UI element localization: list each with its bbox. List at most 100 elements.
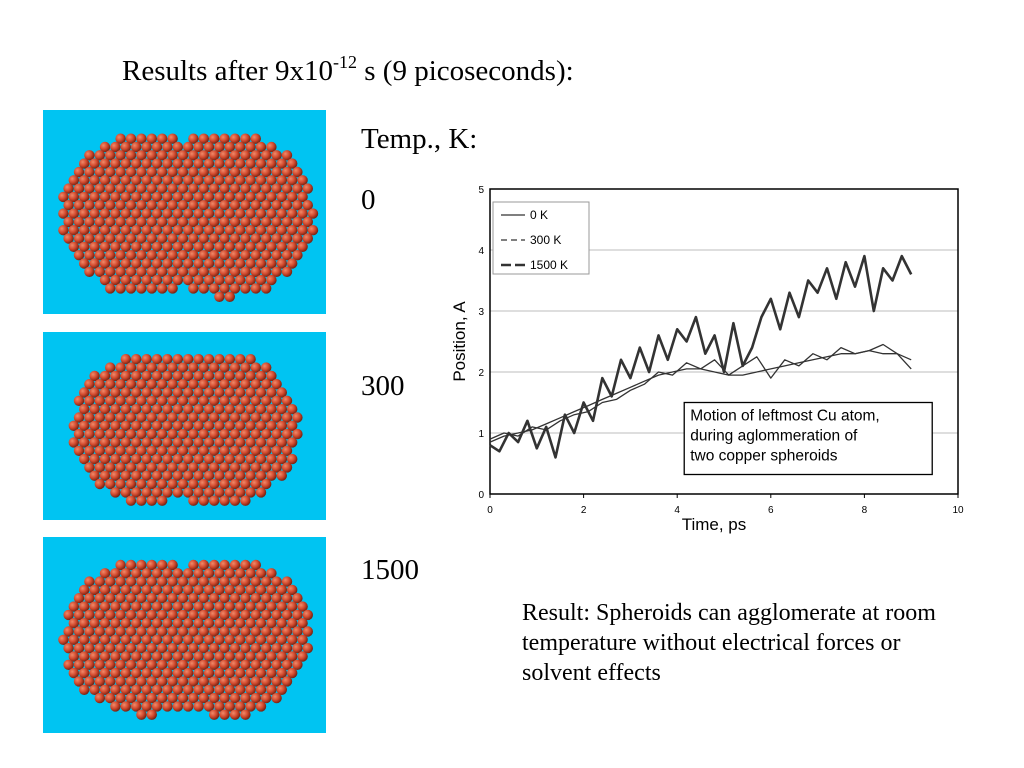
cu-atom	[183, 354, 194, 365]
cu-atom	[287, 175, 298, 186]
cu-atom	[84, 200, 95, 211]
cu-atom	[115, 576, 126, 587]
cu-atom	[250, 692, 261, 704]
cu-atom	[250, 478, 261, 490]
cu-atom	[172, 241, 183, 252]
cu-atom	[110, 404, 121, 415]
cu-atom	[188, 283, 199, 294]
cu-atom	[177, 643, 189, 654]
cu-atom	[131, 258, 142, 269]
cu-atom	[240, 609, 251, 621]
cu-atom	[73, 676, 85, 687]
cu-atom	[172, 634, 183, 645]
cu-atom	[281, 428, 293, 440]
cu-atom	[240, 266, 251, 277]
cu-atom	[287, 404, 298, 415]
cu-atom	[141, 141, 152, 153]
cu-atom	[245, 701, 256, 712]
cu-atom	[235, 634, 246, 645]
cu-atom	[162, 453, 173, 465]
cu-atom	[198, 609, 209, 621]
cu-atom	[235, 437, 246, 448]
y-axis-label: Position, A	[450, 301, 469, 382]
cu-atom	[209, 362, 220, 373]
cu-atom	[162, 634, 173, 645]
cu-atom	[125, 216, 137, 228]
cu-atom	[125, 626, 137, 637]
cu-atom	[235, 387, 246, 398]
cu-atom	[115, 133, 126, 144]
cu-atom	[183, 258, 194, 269]
cu-atom	[271, 266, 282, 277]
cu-atom	[136, 133, 147, 144]
cu-atom	[79, 225, 90, 236]
cu-atom	[151, 225, 163, 236]
cu-atom	[105, 266, 116, 277]
cu-atom	[136, 362, 147, 373]
cu-atom	[245, 158, 256, 169]
cu-atom	[188, 266, 199, 277]
cu-atom	[177, 593, 189, 604]
cu-atom	[276, 584, 287, 596]
cu-atom	[136, 709, 147, 720]
cu-atom	[136, 659, 147, 670]
cu-atom	[266, 601, 277, 612]
cu-atom	[297, 175, 308, 186]
cu-atom	[271, 676, 282, 687]
cu-atom	[99, 470, 111, 481]
cu-atom	[209, 266, 220, 277]
cu-atom	[146, 709, 157, 720]
cu-atom	[94, 150, 105, 161]
cu-atom	[188, 133, 199, 144]
cu-atom	[84, 412, 95, 423]
cu-atom	[219, 478, 230, 490]
cu-atom	[99, 568, 111, 579]
cu-atom	[255, 701, 267, 712]
cu-atom	[120, 404, 131, 415]
cu-atom	[125, 428, 137, 440]
cu-atom	[141, 584, 152, 596]
cu-atom	[94, 692, 105, 704]
cu-atom	[115, 659, 126, 670]
cu-atom	[125, 379, 137, 390]
cu-atom	[261, 395, 272, 406]
cu-atom	[141, 354, 152, 365]
cu-atom	[58, 208, 69, 219]
cu-atom	[125, 495, 137, 506]
cu-atom	[188, 676, 199, 687]
simulation-image-300k	[43, 332, 326, 520]
cu-atom	[172, 584, 183, 596]
cu-atom	[177, 166, 189, 178]
cu-atom	[162, 274, 173, 286]
cu-atom	[99, 241, 111, 252]
cu-atom	[198, 266, 209, 277]
y-tick-label: 4	[478, 246, 484, 257]
cu-atom	[198, 478, 209, 490]
cu-atom	[297, 191, 308, 203]
cu-atom	[125, 395, 137, 406]
cu-atom	[120, 208, 131, 219]
cu-atom	[136, 676, 147, 687]
title-exponent: -12	[333, 52, 358, 72]
cu-atom	[203, 225, 215, 236]
cu-atom	[214, 141, 225, 153]
cu-atom	[146, 495, 157, 506]
cu-atom	[292, 609, 303, 621]
cu-atom	[115, 559, 126, 571]
cu-atom	[214, 420, 225, 431]
cu-atom	[266, 225, 277, 236]
x-tick-label: 6	[768, 505, 774, 516]
cu-atom	[105, 362, 116, 373]
cu-atom	[214, 487, 225, 498]
cu-atom	[115, 150, 126, 161]
cu-atom	[240, 428, 251, 440]
cu-atom	[240, 250, 251, 261]
cu-atom	[219, 676, 230, 687]
cu-atom	[266, 420, 277, 431]
cu-atom	[255, 141, 267, 153]
cu-atom	[287, 241, 298, 252]
cu-atom	[219, 233, 230, 244]
cu-atom	[167, 659, 178, 670]
cu-atom	[266, 158, 277, 169]
cu-atom	[146, 412, 157, 423]
